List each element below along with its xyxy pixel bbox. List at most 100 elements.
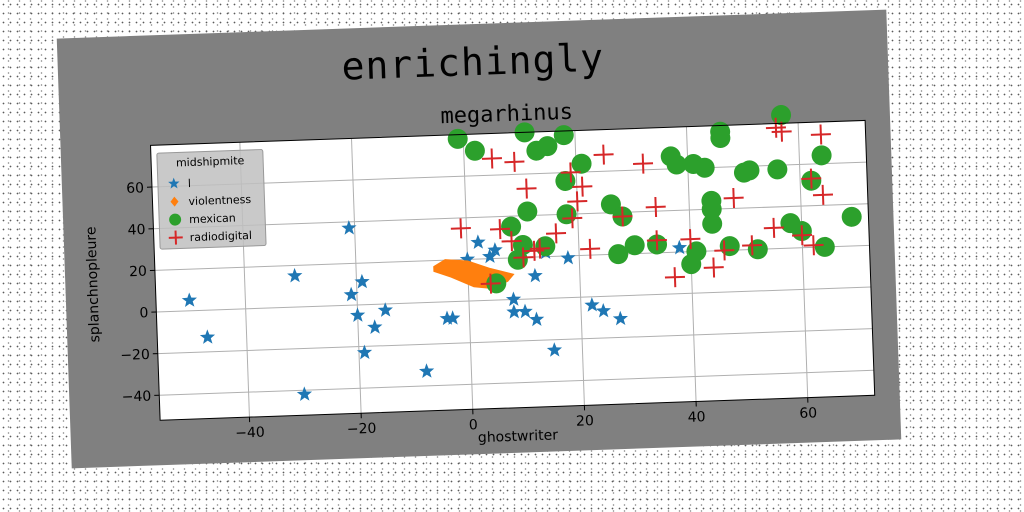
data-point-plus [703,257,724,278]
data-point-plus [792,225,813,246]
data-point-star [612,310,628,326]
data-point-plus [580,238,601,259]
y-tick-label: −20 [120,347,150,364]
data-point-plus [633,153,654,174]
series-l [181,220,688,401]
data-point-plus [504,151,525,172]
data-point-star [367,319,383,334]
data-point-circle [571,153,592,174]
data-point-plus [567,191,588,212]
y-gridline [153,203,869,230]
data-point-star [671,239,688,255]
x-gridline [797,122,809,398]
y-tick-label: 40 [127,222,145,239]
data-point-circle [624,235,645,256]
data-point-star [350,307,366,323]
data-point-star [528,311,545,327]
x-gridline [351,138,362,414]
data-point-star [354,273,370,289]
y-axis-label: splanchnopleure [83,226,103,342]
legend-title: midshipmite [176,154,245,169]
data-point-plus [771,121,792,142]
data-point-star [287,267,303,283]
data-point-plus [489,219,511,240]
data-point-circle [608,244,629,265]
x-tick-label: −40 [235,425,265,442]
data-point-circle [447,128,468,149]
data-point-plus [646,230,667,251]
data-point-star [343,286,359,302]
x-tick-label: 0 [469,417,478,433]
data-point-plus [572,176,593,197]
data-point-plus [560,162,581,183]
data-point-circle [701,199,722,220]
data-point-star [341,220,357,235]
x-tick-label: −20 [347,421,377,438]
y-gridline [157,328,873,355]
y-tick-label: −40 [121,389,151,406]
x-gridline [574,130,585,406]
scatter-chart: megarhinus −40 −20 0 20 40 60 −40 −20 0 20 40 60 gh… [83,100,876,446]
data-point-plus [501,231,522,252]
y-tick-label: 20 [129,264,147,281]
data-point-plus [801,168,822,189]
data-point-plus [593,144,614,165]
data-point-circle [811,145,832,166]
data-point-plus [562,208,583,229]
data-point-star [505,291,522,307]
data-point-plus [612,206,633,227]
data-point-star [546,342,563,357]
data-point-plus [546,223,567,244]
data-point-star [560,250,576,265]
legend-entry-radiodigital: radiodigital [190,229,253,244]
data-point-star [595,303,611,318]
legend-entry-l: l [188,177,192,190]
data-point-plus [450,218,471,239]
data-point-plus [803,235,824,256]
y-gridline [159,369,874,396]
legend-box [156,149,267,250]
data-point-plus [714,240,735,261]
data-point-star [584,297,600,312]
y-tick-label: 0 [139,305,148,321]
data-point-plus [723,187,744,209]
data-point-star [506,304,522,319]
data-point-circle [553,125,574,146]
legend-marker-star [168,177,180,189]
data-point-circle [710,128,731,149]
data-point-plus [481,148,502,169]
data-point-star [356,344,373,360]
data-point-plus [763,217,784,238]
data-point-star [199,329,216,344]
data-point-circle [501,216,522,237]
data-point-star [470,234,486,249]
x-tick-label: 60 [799,405,817,422]
data-point-star [419,363,435,378]
legend-marker-circle [169,213,182,226]
data-point-star [482,248,498,264]
data-point-plus [529,238,550,259]
x-tick-label: 40 [687,409,705,426]
data-point-circle [739,160,760,181]
data-point-star [517,303,533,319]
data-point-plus [480,273,501,294]
series-layer [181,105,862,401]
y-tick-label: 60 [126,180,144,197]
data-point-plus [812,184,834,205]
data-point-star [377,302,393,317]
data-point-star [181,292,197,308]
data-point-star [527,267,543,283]
data-point-star [296,386,313,401]
data-point-circle [537,136,558,157]
legend-marker-polygon [170,196,179,207]
x-axis-label: ghostwriter [478,427,559,446]
data-point-plus [516,178,537,199]
data-point-circle [464,140,485,161]
data-point-star [487,242,503,257]
legend-entry-mexican: mexican [189,211,236,226]
data-point-circle [767,159,788,180]
plot-frame [150,119,876,421]
data-point-circle [694,157,715,178]
data-point-plus [810,124,831,145]
data-point-plus [524,240,545,261]
